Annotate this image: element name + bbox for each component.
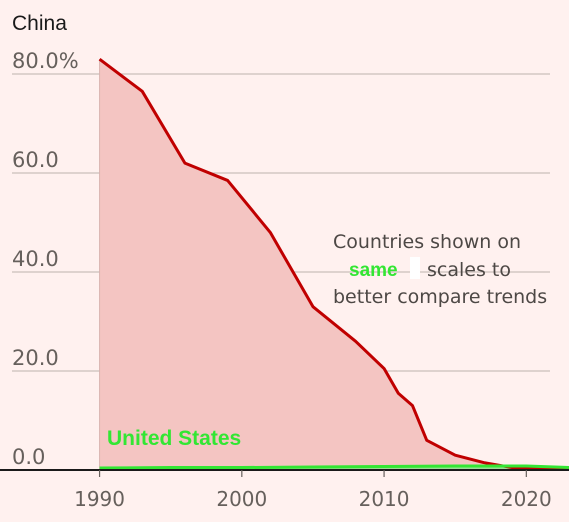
y-tick-label: 40.0: [12, 247, 59, 271]
chart-title: China: [12, 12, 67, 35]
y-axis-ticks: 80.0% 60.0 40.0 20.0 0.0: [12, 49, 79, 469]
series-label-united-states: United States: [107, 427, 241, 450]
y-tick-label: 60.0: [12, 148, 59, 172]
series-area: [99, 59, 569, 471]
series-lines: [98, 57, 569, 472]
annotation-highlight: same: [349, 260, 398, 281]
annotation-line-3: better compare trends: [333, 286, 547, 308]
y-tick-label: 20.0: [12, 346, 59, 370]
y-tick-label: 80.0%: [12, 49, 79, 73]
x-tick-label: 2010: [359, 487, 410, 511]
annotation-line-2: scales to: [427, 259, 511, 281]
x-tick-label: 2020: [501, 487, 552, 511]
x-tick-label: 2000: [216, 487, 267, 511]
x-tick-label: 1990: [74, 487, 125, 511]
annotation-mask: [410, 257, 420, 279]
series-line: [99, 464, 569, 470]
x-axis-ticks: 1990 2000 2010 2020: [74, 470, 552, 511]
annotation-line-1: Countries shown on: [333, 231, 521, 253]
annotation: Countries shown on same scales to better…: [333, 231, 547, 308]
y-tick-label: 0.0: [12, 445, 45, 469]
